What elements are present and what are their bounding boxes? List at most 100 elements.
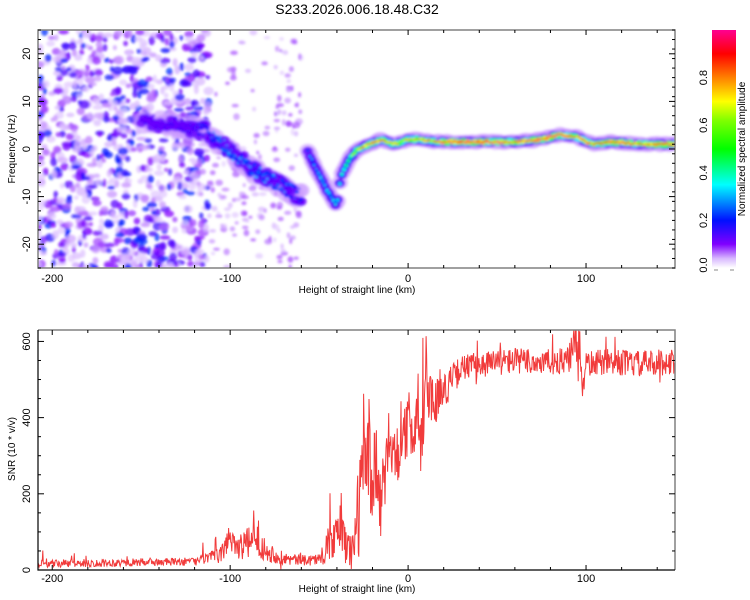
heatmap-cell: [60, 162, 69, 171]
heatmap-cell: [148, 127, 151, 130]
heatmap-cell: [42, 148, 50, 156]
heatmap-cell: [182, 170, 189, 175]
heatmap-cell: [161, 119, 164, 122]
heatmap-cell: [374, 140, 378, 143]
heatmap-cell: [233, 113, 240, 121]
heatmap-cell: [204, 125, 207, 128]
snr-frame-top-right: [38, 329, 676, 570]
heatmap-cell: [82, 176, 91, 181]
heatmap-cell: [188, 219, 197, 227]
heatmap-cell: [81, 191, 89, 198]
heatmap-cell: [96, 45, 104, 54]
heatmap-cell: [50, 157, 58, 167]
heatmap-cell: [69, 155, 78, 164]
heatmap-cell: [186, 129, 190, 132]
heatmap-cell: [116, 126, 127, 133]
heatmap-cell: [147, 157, 154, 166]
heatmap-cell: [205, 126, 210, 131]
heatmap-cell: [71, 252, 82, 260]
heatmap-cell: [543, 138, 546, 141]
heatmap-cell: [127, 210, 137, 217]
heatmap-cell: [233, 155, 237, 158]
heatmap-cell: [117, 248, 123, 254]
heatmap-cell: [103, 219, 114, 229]
heatmap-cell: [626, 141, 630, 144]
heatmap-cell: [219, 135, 222, 138]
heatmap-cell: [498, 142, 502, 145]
heatmap-cell: [151, 122, 157, 127]
heatmap-cell: [178, 88, 183, 95]
heatmap-cell: [237, 161, 242, 165]
heatmap-cell: [221, 160, 226, 167]
heatmap-cell: [123, 40, 129, 47]
heatmap-cell: [156, 163, 162, 171]
heatmap-cell: [70, 96, 78, 102]
heatmap-cell: [192, 264, 198, 268]
heatmap-cell: [109, 92, 115, 97]
heatmap-cell: [290, 38, 298, 45]
heatmap-cell: [38, 49, 44, 55]
heatmap-cell: [85, 64, 90, 72]
heatmap-cell: [248, 215, 253, 219]
heatmap-cell: [430, 139, 433, 142]
heatmap-cell: [72, 80, 78, 89]
heatmap-cell: [136, 233, 148, 241]
colorbar-ticks: 0.0 0.2 0.4 0.6 0.8: [698, 70, 734, 273]
heatmap-cell: [309, 159, 315, 163]
heatmap-cell: [264, 238, 273, 245]
heatmap-cell: [150, 119, 154, 122]
x-tick-label: -200: [41, 273, 63, 285]
heatmap-cell: [258, 192, 267, 197]
heatmap-cell: [38, 98, 48, 107]
heatmap-cell: [391, 142, 395, 145]
snr-series-line: [38, 330, 675, 570]
heatmap-cell: [201, 133, 205, 136]
heatmap-cell: [479, 141, 482, 144]
heatmap-cell: [190, 51, 198, 58]
heatmap-cell: [269, 174, 274, 179]
heatmap-cell: [245, 219, 250, 223]
heatmap-cell: [137, 251, 146, 257]
heatmap-cell: [97, 132, 103, 137]
heatmap-cell: [226, 153, 231, 157]
heatmap-cell: [165, 67, 173, 75]
heatmap-cell: [132, 199, 138, 209]
heatmap-cell: [211, 205, 218, 212]
heatmap-cell: [577, 135, 581, 138]
heatmap-cell: [579, 137, 583, 140]
heatmap-cell: [38, 74, 44, 84]
heatmap-cell: [500, 141, 504, 144]
heatmap-cell: [234, 221, 239, 225]
heatmap-cell: [411, 138, 414, 141]
snr-x-ticks: -200 -100 0 100: [41, 330, 658, 585]
heatmap-cell: [284, 193, 289, 198]
heatmap-cell: [139, 164, 146, 172]
heatmap-cell: [153, 208, 161, 217]
heatmap-cell: [116, 166, 123, 173]
heatmap-cell: [110, 210, 116, 220]
heatmap-cell: [255, 229, 261, 235]
heatmap-cell: [241, 201, 247, 206]
heatmap-cell: [155, 79, 164, 85]
heatmap-cell: [102, 36, 108, 43]
heatmap-cell: [517, 139, 521, 142]
heatmap-cell: [287, 181, 290, 184]
heatmap-cell: [73, 140, 81, 149]
heatmap-cell: [251, 173, 254, 176]
heatmap-cell: [316, 172, 321, 176]
heatmap-cell: [182, 129, 186, 132]
heatmap-cell: [194, 249, 205, 254]
heatmap-cell: [46, 135, 56, 143]
heatmap-cell: [120, 169, 129, 177]
heatmap-cell: [68, 71, 78, 78]
heatmap-cell: [203, 101, 212, 110]
heatmap-cell: [47, 211, 57, 220]
heatmap-cell: [547, 135, 551, 138]
heatmap-cell: [154, 249, 166, 257]
heatmap-cell: [400, 139, 403, 142]
heatmap-cell: [279, 49, 283, 53]
heatmap-cell: [288, 112, 293, 117]
heatmap-cell: [208, 239, 216, 244]
heatmap-cell: [477, 139, 480, 142]
heatmap-cell: [609, 141, 613, 144]
